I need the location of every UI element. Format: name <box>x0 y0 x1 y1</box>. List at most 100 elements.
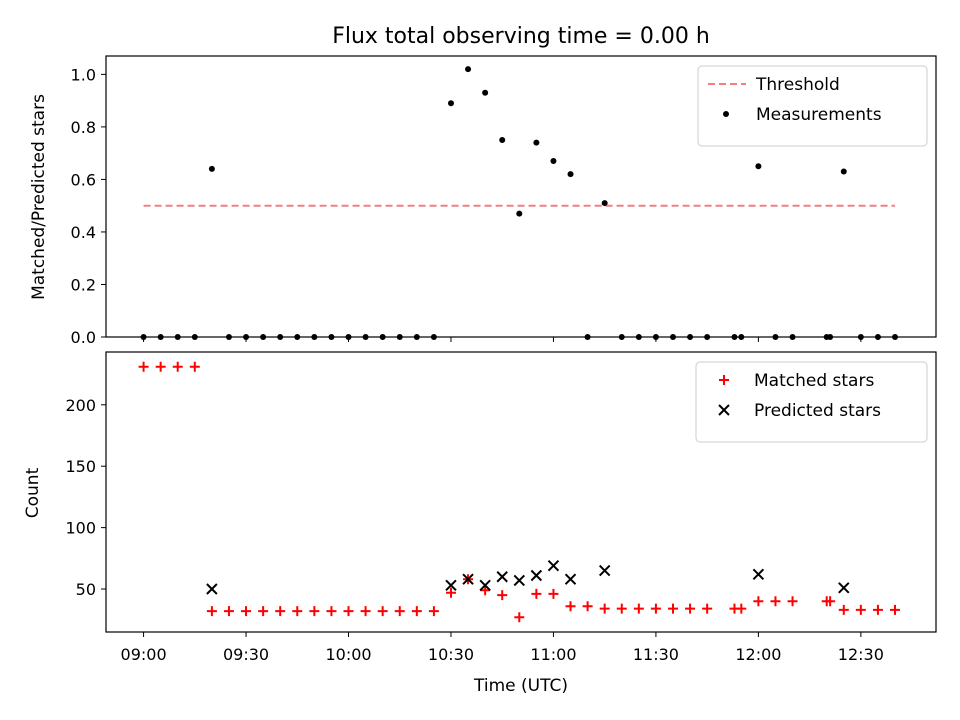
y-tick-label: 0.8 <box>71 118 96 137</box>
y-tick-label: 0.2 <box>71 275 96 294</box>
y-tick-label: 1.0 <box>71 65 96 84</box>
x-tick-label: 11:30 <box>633 645 679 664</box>
x-tick-label: 09:30 <box>223 645 269 664</box>
y-tick-label: 150 <box>65 457 96 476</box>
data-point <box>550 158 557 165</box>
data-point <box>479 579 491 592</box>
legend-label: Measurements <box>756 105 882 125</box>
data-point <box>206 606 217 617</box>
data-point <box>685 603 696 614</box>
data-point <box>755 163 762 170</box>
plot-frame <box>105 55 937 338</box>
x-tick-label: 12:30 <box>838 645 884 664</box>
series-matched-stars <box>138 361 901 623</box>
top-panel: 0.0 0.2 0.4 0.6 0.8 1.0 Threshold Measurements <box>71 55 937 347</box>
data-point <box>377 606 388 617</box>
data-point <box>872 604 883 615</box>
data-point <box>343 606 354 617</box>
data-point <box>702 603 713 614</box>
data-point <box>497 590 508 601</box>
y-tick-label: 50 <box>76 580 96 599</box>
data-point <box>599 603 610 614</box>
y-tick-label: 100 <box>65 519 96 538</box>
data-point <box>855 604 866 615</box>
data-point <box>189 361 200 372</box>
data-point <box>428 606 439 617</box>
data-point <box>567 171 574 178</box>
top-y-axis-label: Matched/Predicted stars <box>29 94 49 300</box>
data-point <box>752 568 765 580</box>
legend-label: Matched stars <box>754 371 874 391</box>
bottom-panel: 50 100 150 200 09:00 09:30 10:00 10:30 11:00 11:3… <box>65 351 937 664</box>
legend-label: Threshold <box>755 75 840 95</box>
data-point <box>736 603 747 614</box>
data-point <box>616 603 627 614</box>
data-point <box>445 587 456 598</box>
data-point <box>258 606 269 617</box>
series-measurements <box>140 66 899 340</box>
data-point <box>480 585 491 596</box>
data-point <box>516 210 523 217</box>
data-point <box>840 168 847 175</box>
x-tick-label: 10:00 <box>325 645 371 664</box>
data-point <box>598 564 611 577</box>
data-point <box>496 571 508 583</box>
data-point <box>499 137 506 144</box>
data-point <box>565 601 576 612</box>
data-point <box>138 361 149 372</box>
y-tick-label: 0.4 <box>71 223 96 242</box>
data-point <box>275 606 286 617</box>
data-point <box>582 601 593 612</box>
data-point <box>890 604 901 615</box>
data-point <box>825 596 836 607</box>
data-point <box>564 573 577 585</box>
plot-frame <box>105 351 937 633</box>
data-point <box>530 569 543 582</box>
data-point <box>241 606 252 617</box>
data-point <box>548 588 559 599</box>
data-point <box>155 361 166 372</box>
data-point <box>633 603 644 614</box>
data-point <box>601 200 608 207</box>
x-tick-label: 11:00 <box>530 645 576 664</box>
data-point <box>838 604 849 615</box>
data-point <box>465 66 472 73</box>
data-point <box>206 583 218 595</box>
data-point <box>531 588 542 599</box>
data-point <box>326 606 337 617</box>
legend-swatch <box>723 111 729 117</box>
data-point <box>447 100 454 107</box>
legend-swatch <box>718 404 730 416</box>
legend-label: Predicted stars <box>754 401 881 421</box>
data-point <box>650 603 661 614</box>
data-point <box>753 596 764 607</box>
data-point <box>482 89 489 96</box>
legend-box <box>697 65 928 147</box>
data-point <box>208 165 215 172</box>
y-tick-label: 200 <box>65 396 96 415</box>
bottom-y-axis-label: Count <box>23 467 43 518</box>
data-point <box>838 582 850 594</box>
x-tick-label: 09:00 <box>121 645 167 664</box>
data-point <box>787 596 798 607</box>
legend: Threshold Measurements <box>697 65 928 147</box>
data-point <box>394 606 405 617</box>
series-predicted-stars <box>206 559 850 595</box>
y-tick-label: 0.6 <box>71 170 96 189</box>
data-point <box>533 139 540 146</box>
data-point <box>770 596 781 607</box>
legend-box <box>695 361 928 443</box>
data-point <box>172 361 183 372</box>
chart-title: Flux total observing time = 0.00 h <box>332 24 710 49</box>
data-point <box>547 559 560 572</box>
data-point <box>292 606 303 617</box>
data-point <box>667 603 678 614</box>
data-point <box>223 606 234 617</box>
data-point <box>309 606 320 617</box>
data-point <box>445 579 457 592</box>
data-point <box>360 606 371 617</box>
data-point <box>462 573 474 585</box>
x-tick-label: 10:30 <box>428 645 474 664</box>
data-point <box>513 574 525 587</box>
